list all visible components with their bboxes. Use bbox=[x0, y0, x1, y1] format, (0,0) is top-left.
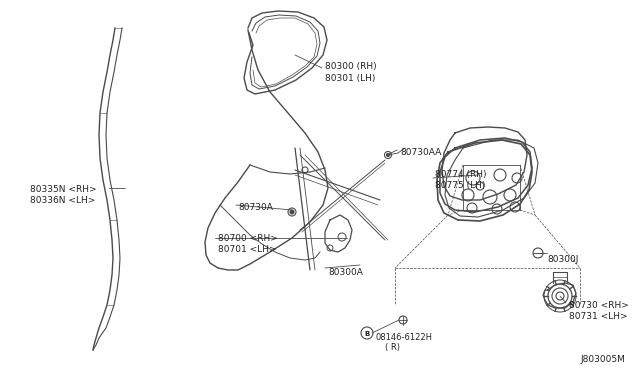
Text: J803005M: J803005M bbox=[580, 355, 625, 364]
Text: 80336N <LH>: 80336N <LH> bbox=[30, 196, 95, 205]
Text: 80774 (RH): 80774 (RH) bbox=[435, 170, 486, 179]
Text: 80300 (RH): 80300 (RH) bbox=[325, 62, 376, 71]
Text: 80301 (LH): 80301 (LH) bbox=[325, 74, 376, 83]
Text: 80700 <RH>: 80700 <RH> bbox=[218, 234, 278, 243]
Text: 80300A: 80300A bbox=[328, 268, 363, 277]
Text: 08146-6122H: 08146-6122H bbox=[376, 333, 433, 342]
Circle shape bbox=[290, 210, 294, 214]
Text: ( R): ( R) bbox=[385, 343, 400, 352]
Text: 80701 <LH>: 80701 <LH> bbox=[218, 245, 276, 254]
Circle shape bbox=[387, 154, 390, 157]
Text: 80730A: 80730A bbox=[238, 203, 273, 212]
Text: 80300J: 80300J bbox=[547, 255, 579, 264]
Text: 80775 (LH): 80775 (LH) bbox=[435, 181, 485, 190]
Text: 80730 <RH>: 80730 <RH> bbox=[569, 301, 629, 310]
Text: B: B bbox=[364, 331, 370, 337]
Text: 80335N <RH>: 80335N <RH> bbox=[30, 185, 97, 194]
Text: 80730AA: 80730AA bbox=[400, 148, 441, 157]
Text: 80731 <LH>: 80731 <LH> bbox=[569, 312, 628, 321]
